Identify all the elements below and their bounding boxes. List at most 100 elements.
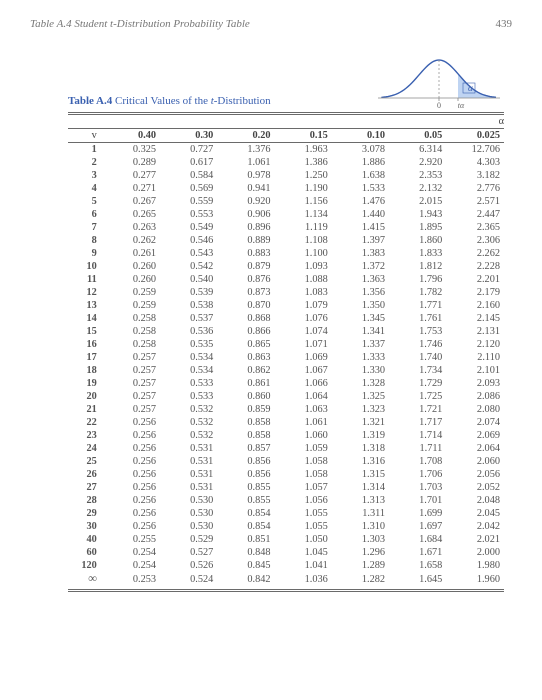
value-cell: 1.250 — [275, 169, 332, 182]
value-cell: 1.725 — [389, 390, 446, 403]
table-row: 230.2560.5320.8581.0601.3191.7142.069 — [68, 429, 504, 442]
value-cell: 0.842 — [217, 572, 274, 586]
value-cell: 0.537 — [160, 312, 217, 325]
value-cell: 0.259 — [103, 299, 160, 312]
value-cell: 0.879 — [217, 260, 274, 273]
alpha-col-1: 0.30 — [160, 129, 217, 142]
df-cell: 40 — [68, 533, 103, 546]
df-cell: 4 — [68, 182, 103, 195]
value-cell: 2.447 — [446, 208, 504, 221]
value-cell: 0.855 — [217, 481, 274, 494]
value-cell: 1.833 — [389, 247, 446, 260]
value-cell: 0.256 — [103, 481, 160, 494]
value-cell: 0.539 — [160, 286, 217, 299]
table-row: 80.2620.5460.8891.1081.3971.8602.306 — [68, 234, 504, 247]
value-cell: 2.201 — [446, 273, 504, 286]
value-cell: 0.531 — [160, 455, 217, 468]
alpha-col-3: 0.15 — [275, 129, 332, 142]
value-cell: 1.356 — [332, 286, 389, 299]
value-cell: 1.440 — [332, 208, 389, 221]
value-cell: 0.889 — [217, 234, 274, 247]
value-cell: 0.978 — [217, 169, 274, 182]
value-cell: 0.860 — [217, 390, 274, 403]
df-cell: 24 — [68, 442, 103, 455]
value-cell: 0.256 — [103, 416, 160, 429]
value-cell: 1.057 — [275, 481, 332, 494]
value-cell: 1.980 — [446, 559, 504, 572]
caption-prefix: Table A.4 — [68, 95, 112, 107]
df-cell: 23 — [68, 429, 103, 442]
value-cell: 2.000 — [446, 546, 504, 559]
value-cell: 1.055 — [275, 507, 332, 520]
value-cell: 1.050 — [275, 533, 332, 546]
value-cell: 1.041 — [275, 559, 332, 572]
df-cell: 15 — [68, 325, 103, 338]
table-row: 250.2560.5310.8561.0581.3161.7082.060 — [68, 455, 504, 468]
table-row: 180.2570.5340.8621.0671.3301.7342.101 — [68, 364, 504, 377]
value-cell: 1.363 — [332, 273, 389, 286]
value-cell: 0.531 — [160, 481, 217, 494]
value-cell: 2.069 — [446, 429, 504, 442]
value-cell: 1.076 — [275, 312, 332, 325]
value-cell: 0.851 — [217, 533, 274, 546]
bottom-rule-2 — [68, 591, 504, 592]
value-cell: 1.372 — [332, 260, 389, 273]
value-cell: 0.263 — [103, 221, 160, 234]
value-cell: 0.559 — [160, 195, 217, 208]
value-cell: 1.313 — [332, 494, 389, 507]
value-cell: 0.256 — [103, 429, 160, 442]
value-cell: 0.257 — [103, 364, 160, 377]
value-cell: 1.782 — [389, 286, 446, 299]
value-cell: 1.796 — [389, 273, 446, 286]
value-cell: 1.083 — [275, 286, 332, 299]
value-cell: 1.056 — [275, 494, 332, 507]
df-cell: 60 — [68, 546, 103, 559]
df-cell: 120 — [68, 559, 103, 572]
value-cell: 0.536 — [160, 325, 217, 338]
table-row: 130.2590.5380.8701.0791.3501.7712.160 — [68, 299, 504, 312]
value-cell: 0.727 — [160, 143, 217, 156]
value-cell: 1.079 — [275, 299, 332, 312]
value-cell: 1.296 — [332, 546, 389, 559]
value-cell: 2.093 — [446, 377, 504, 390]
table-row: 300.2560.5300.8541.0551.3101.6972.042 — [68, 520, 504, 533]
value-cell: 1.812 — [389, 260, 446, 273]
value-cell: 1.061 — [275, 416, 332, 429]
value-cell: 0.546 — [160, 234, 217, 247]
value-cell: 0.876 — [217, 273, 274, 286]
value-cell: 0.920 — [217, 195, 274, 208]
value-cell: 0.858 — [217, 416, 274, 429]
value-cell: 0.259 — [103, 286, 160, 299]
value-cell: 1.310 — [332, 520, 389, 533]
table-row: 240.2560.5310.8571.0591.3181.7112.064 — [68, 442, 504, 455]
table-row: 200.2570.5330.8601.0641.3251.7252.086 — [68, 390, 504, 403]
value-cell: 2.228 — [446, 260, 504, 273]
value-cell: 0.256 — [103, 494, 160, 507]
value-cell: 0.532 — [160, 403, 217, 416]
value-cell: 1.330 — [332, 364, 389, 377]
value-cell: 2.306 — [446, 234, 504, 247]
table-row: 140.2580.5370.8681.0761.3451.7612.145 — [68, 312, 504, 325]
df-cell: 9 — [68, 247, 103, 260]
value-cell: 1.706 — [389, 468, 446, 481]
value-cell: 1.190 — [275, 182, 332, 195]
value-cell: 1.963 — [275, 143, 332, 156]
value-cell: 1.066 — [275, 377, 332, 390]
value-cell: 1.325 — [332, 390, 389, 403]
value-cell: 1.134 — [275, 208, 332, 221]
value-cell: 12.706 — [446, 143, 504, 156]
value-cell: 0.883 — [217, 247, 274, 260]
value-cell: 1.717 — [389, 416, 446, 429]
running-head: Table A.4 Student t-Distribution Probabi… — [28, 18, 514, 30]
value-cell: 0.325 — [103, 143, 160, 156]
value-cell: 1.314 — [332, 481, 389, 494]
value-cell: 0.534 — [160, 364, 217, 377]
value-cell: 0.526 — [160, 559, 217, 572]
value-cell: 1.697 — [389, 520, 446, 533]
distribution-curve: 0tαα — [374, 52, 504, 108]
t-distribution-table: α v 0.400.300.200.150.100.050.025 10.325… — [68, 115, 504, 586]
value-cell: 1.333 — [332, 351, 389, 364]
value-cell: 2.145 — [446, 312, 504, 325]
value-cell: 1.895 — [389, 221, 446, 234]
value-cell: 0.257 — [103, 390, 160, 403]
